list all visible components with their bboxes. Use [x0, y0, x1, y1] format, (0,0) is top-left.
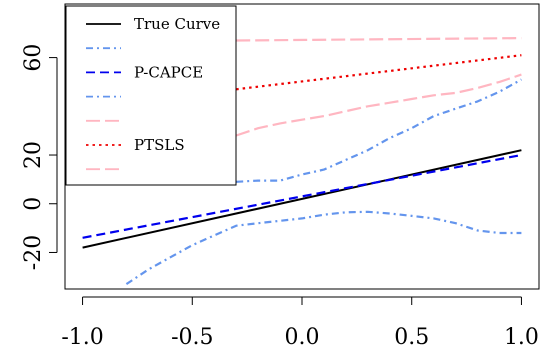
series-line-3 — [236, 78, 522, 183]
legend-label-0: True Curve — [134, 15, 220, 33]
legend-box — [65, 5, 237, 186]
series-line-5 — [236, 37, 522, 42]
series-line-4 — [236, 54, 522, 91]
axes: -1.0 -0.5 0.0 0.5 1.0 -20 0 20 60 — [21, 44, 539, 350]
legend: True Curve P-CAPCE PTSLS — [65, 5, 237, 186]
series-line-1 — [82, 153, 522, 239]
y-tick-label-3: 60 — [21, 44, 46, 72]
x-tick-label-0: -1.0 — [61, 325, 103, 350]
x-tick-label-3: 0.5 — [394, 325, 429, 350]
series-layer — [82, 37, 522, 286]
series-line-2 — [125, 210, 522, 286]
x-tick-label-4: 1.0 — [504, 325, 539, 350]
legend-label-2: P-CAPCE — [134, 63, 203, 81]
x-tick-label-2: 0.0 — [285, 325, 320, 350]
series-line-6 — [235, 73, 522, 137]
y-tick-label-1: 0 — [21, 197, 46, 211]
y-tick-label-2: 20 — [21, 141, 46, 169]
x-tick-label-1: -0.5 — [171, 325, 213, 350]
plot-area — [64, 3, 540, 290]
y-tick-label-0: -20 — [21, 235, 46, 270]
series-line-0 — [82, 149, 522, 249]
plot-frame — [64, 3, 540, 290]
legend-label-5: PTSLS — [134, 136, 185, 154]
